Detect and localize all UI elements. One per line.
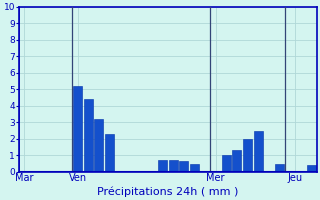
Bar (94, 119, 103, 172)
Bar (253, 131, 263, 172)
Bar (232, 150, 241, 172)
Bar (307, 165, 316, 172)
Bar (105, 134, 114, 172)
Bar (158, 160, 167, 172)
Bar (73, 86, 82, 172)
Bar (243, 139, 252, 172)
Bar (275, 164, 284, 172)
Bar (169, 160, 178, 172)
Bar (84, 99, 93, 172)
Bar (179, 161, 188, 172)
Bar (222, 155, 231, 172)
X-axis label: Précipitations 24h ( mm ): Précipitations 24h ( mm ) (97, 186, 238, 197)
Bar (190, 164, 199, 172)
